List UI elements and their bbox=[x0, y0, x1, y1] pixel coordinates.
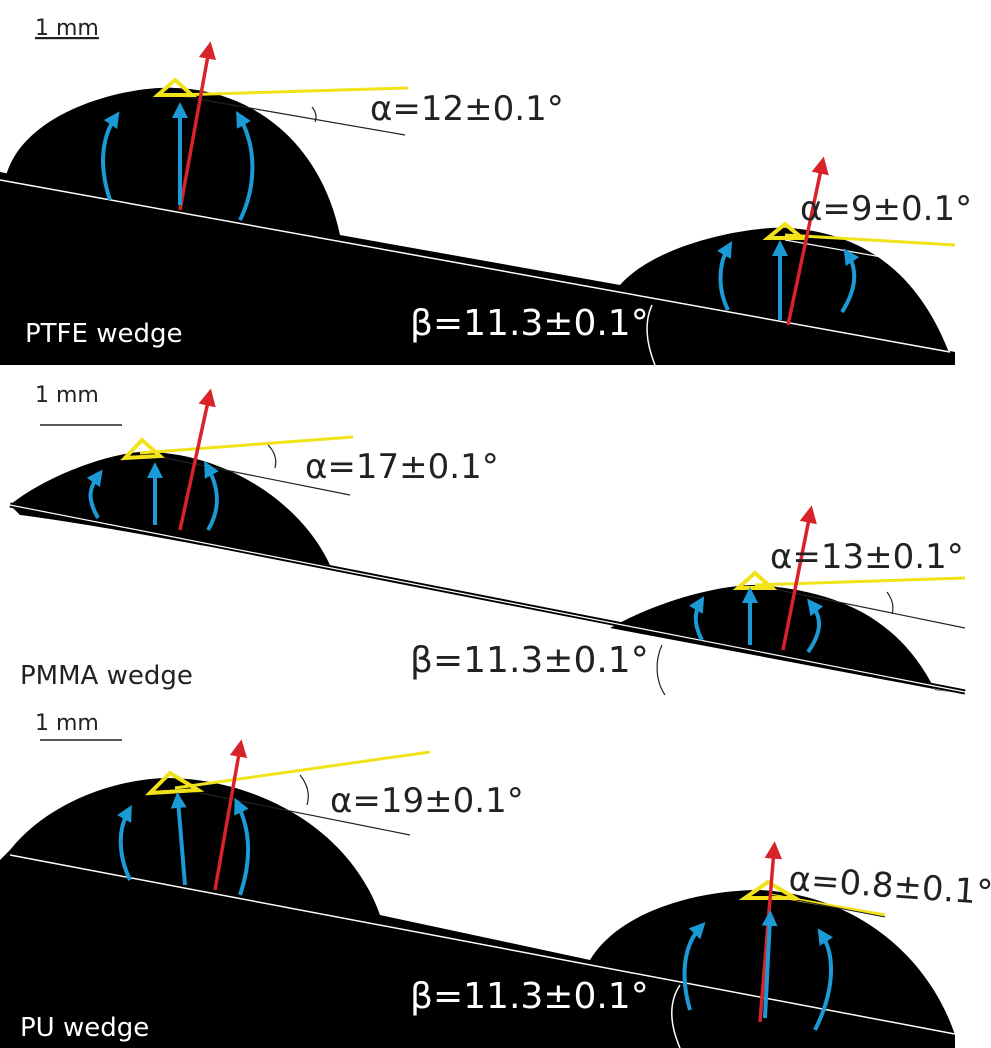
scale-bar: 1 mm bbox=[35, 16, 99, 41]
panel-pu: 1 mm α=19±0.1° α=0.8±0.1° β=11.3±0.1° PU… bbox=[0, 711, 991, 1048]
material-label: PTFE wedge bbox=[25, 319, 182, 349]
alpha-label: α=12±0.1° bbox=[370, 89, 564, 129]
figure: 1 mm α=12±0.1° α=9±0.1° β=11.3±0.1° PTFE… bbox=[0, 0, 991, 1048]
scale-bar: 1 mm bbox=[35, 711, 99, 736]
alpha-label: α=17±0.1° bbox=[305, 447, 499, 487]
panel-ptfe: 1 mm α=12±0.1° α=9±0.1° β=11.3±0.1° PTFE… bbox=[0, 16, 972, 365]
beta-label: β=11.3±0.1° bbox=[410, 640, 649, 681]
panel-pmma: 1 mm α=17±0.1° α=13±0.1° β=11.3±0.1° PMM… bbox=[10, 383, 965, 695]
alpha-label: α=13±0.1° bbox=[770, 537, 964, 577]
material-label: PMMA wedge bbox=[20, 661, 193, 691]
alpha-label: α=19±0.1° bbox=[330, 781, 524, 821]
material-label: PU wedge bbox=[20, 1013, 149, 1043]
scale-bar: 1 mm bbox=[35, 383, 99, 408]
beta-label: β=11.3±0.1° bbox=[410, 303, 649, 344]
beta-label: β=11.3±0.1° bbox=[410, 976, 649, 1017]
alpha-label: α=9±0.1° bbox=[800, 189, 972, 229]
